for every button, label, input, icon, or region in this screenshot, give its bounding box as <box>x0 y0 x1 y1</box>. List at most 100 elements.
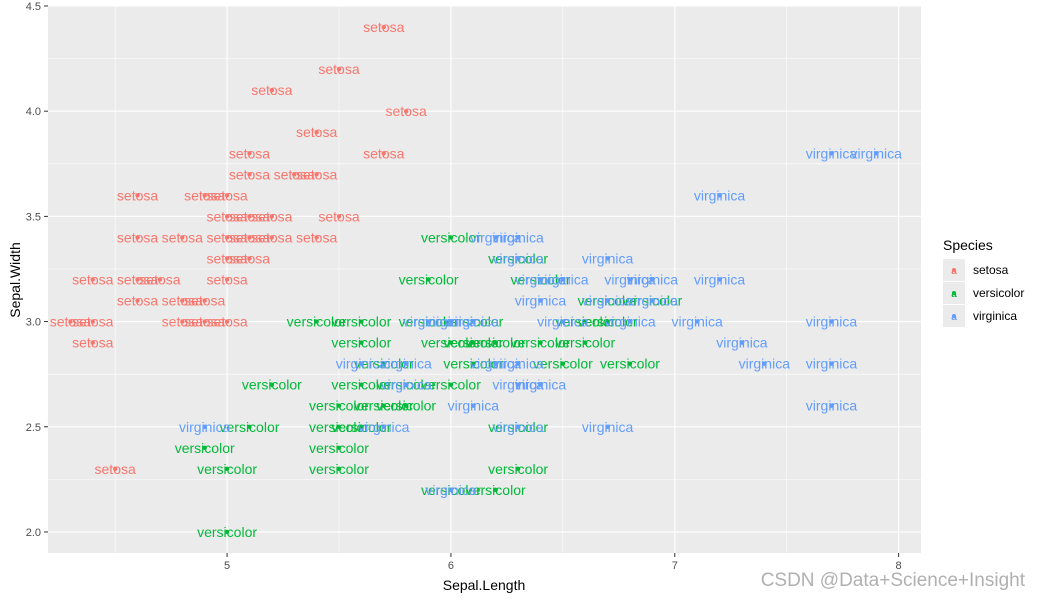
data-point <box>314 172 319 177</box>
data-point <box>247 256 252 261</box>
data-point-label: setosa <box>229 208 270 224</box>
data-point-label: virginica <box>671 314 723 330</box>
data-point-label: versicolor <box>242 377 302 393</box>
data-point <box>605 256 610 261</box>
data-point <box>224 277 230 282</box>
data-point <box>493 340 498 345</box>
data-point-label: setosa <box>184 314 225 330</box>
data-point <box>538 298 543 303</box>
data-point <box>112 466 118 472</box>
data-point-label: setosa <box>229 229 270 245</box>
data-point-label: versicolor <box>309 461 369 477</box>
data-point <box>269 87 275 93</box>
data-point <box>627 361 633 366</box>
data-point-label: virginica <box>380 356 432 372</box>
data-point-label: versicolor <box>175 440 235 456</box>
data-point <box>560 277 566 282</box>
data-point-label: setosa <box>296 124 337 140</box>
data-point-label: setosa <box>206 314 247 330</box>
data-point-label: setosa <box>251 208 292 224</box>
data-point <box>739 340 745 345</box>
data-point-label: setosa <box>296 166 337 182</box>
data-point <box>650 277 655 282</box>
data-point <box>336 466 342 472</box>
data-point-label: setosa <box>72 272 113 288</box>
data-point-label: virginica <box>851 145 903 161</box>
data-point-label: setosa <box>274 166 315 182</box>
data-point-label: virginica <box>515 272 567 288</box>
data-point-label: versicolor <box>578 314 638 330</box>
data-point <box>403 382 409 387</box>
data-point-label: setosa <box>139 272 180 288</box>
data-point-label: versicolor <box>331 335 391 351</box>
data-point-label: versicolor <box>443 356 503 372</box>
data-point-label: virginica <box>604 272 656 288</box>
data-point-label: virginica <box>694 187 746 203</box>
x-axis-title: Sepal.Length <box>443 577 526 593</box>
data-point <box>224 319 230 324</box>
data-point-label: versicolor <box>331 419 391 435</box>
data-point-label: virginica <box>492 356 544 372</box>
data-point-label: virginica <box>806 356 858 372</box>
data-point <box>560 361 566 366</box>
data-point-label: virginica <box>739 356 791 372</box>
data-point <box>403 108 409 114</box>
data-point-label: versicolor <box>488 461 548 477</box>
data-point-label: setosa <box>162 229 203 245</box>
data-point <box>448 319 454 324</box>
data-point-label: setosa <box>206 208 247 224</box>
data-point <box>762 361 767 366</box>
y-tick-label: 2.5 <box>26 422 41 434</box>
data-point-label: versicolor <box>354 398 414 414</box>
data-point <box>538 340 543 345</box>
data-point <box>68 319 73 324</box>
data-point-label: versicolor <box>421 335 481 351</box>
data-point-label: virginica <box>582 250 634 266</box>
data-point <box>515 361 521 366</box>
y-tick-label: 3.5 <box>26 211 41 223</box>
data-point <box>359 361 364 366</box>
data-point <box>538 277 543 282</box>
data-point <box>135 235 140 240</box>
data-point <box>247 214 252 219</box>
data-point-label: setosa <box>162 314 203 330</box>
data-point <box>717 193 722 198</box>
data-point <box>471 319 476 324</box>
data-point <box>381 151 386 156</box>
y-tick-label: 4.0 <box>26 106 41 118</box>
data-point <box>135 298 140 303</box>
data-point-label: versicolor <box>466 335 526 351</box>
data-point <box>202 445 207 451</box>
data-point-label: virginica <box>582 293 634 309</box>
data-point-label: virginica <box>492 377 544 393</box>
data-point <box>381 361 386 366</box>
legend-label-setosa: setosa <box>973 263 1009 277</box>
minor-gridlines <box>48 6 921 553</box>
data-point <box>314 319 319 324</box>
data-point <box>829 361 834 366</box>
data-point <box>336 214 342 219</box>
data-point-label: virginica <box>425 482 477 498</box>
data-point-label: setosa <box>184 187 225 203</box>
data-point <box>336 403 342 408</box>
data-point <box>359 424 364 429</box>
data-point <box>247 235 252 240</box>
data-point <box>336 445 342 451</box>
data-point <box>224 214 230 219</box>
data-point <box>583 340 588 345</box>
data-point <box>157 277 163 282</box>
data-point <box>359 340 364 345</box>
data-point-label: virginica <box>179 419 231 435</box>
data-point-label: virginica <box>403 314 455 330</box>
data-point-label: virginica <box>448 398 500 414</box>
data-point <box>224 529 230 535</box>
data-point <box>515 235 521 240</box>
data-point-label: versicolor <box>309 419 369 435</box>
data-point-label: versicolor <box>309 440 369 456</box>
data-point-label: setosa <box>229 166 270 182</box>
data-point-label: virginica <box>806 314 858 330</box>
data-point-label: versicolor <box>354 356 414 372</box>
data-point-label: setosa <box>117 293 158 309</box>
data-point <box>829 151 834 156</box>
